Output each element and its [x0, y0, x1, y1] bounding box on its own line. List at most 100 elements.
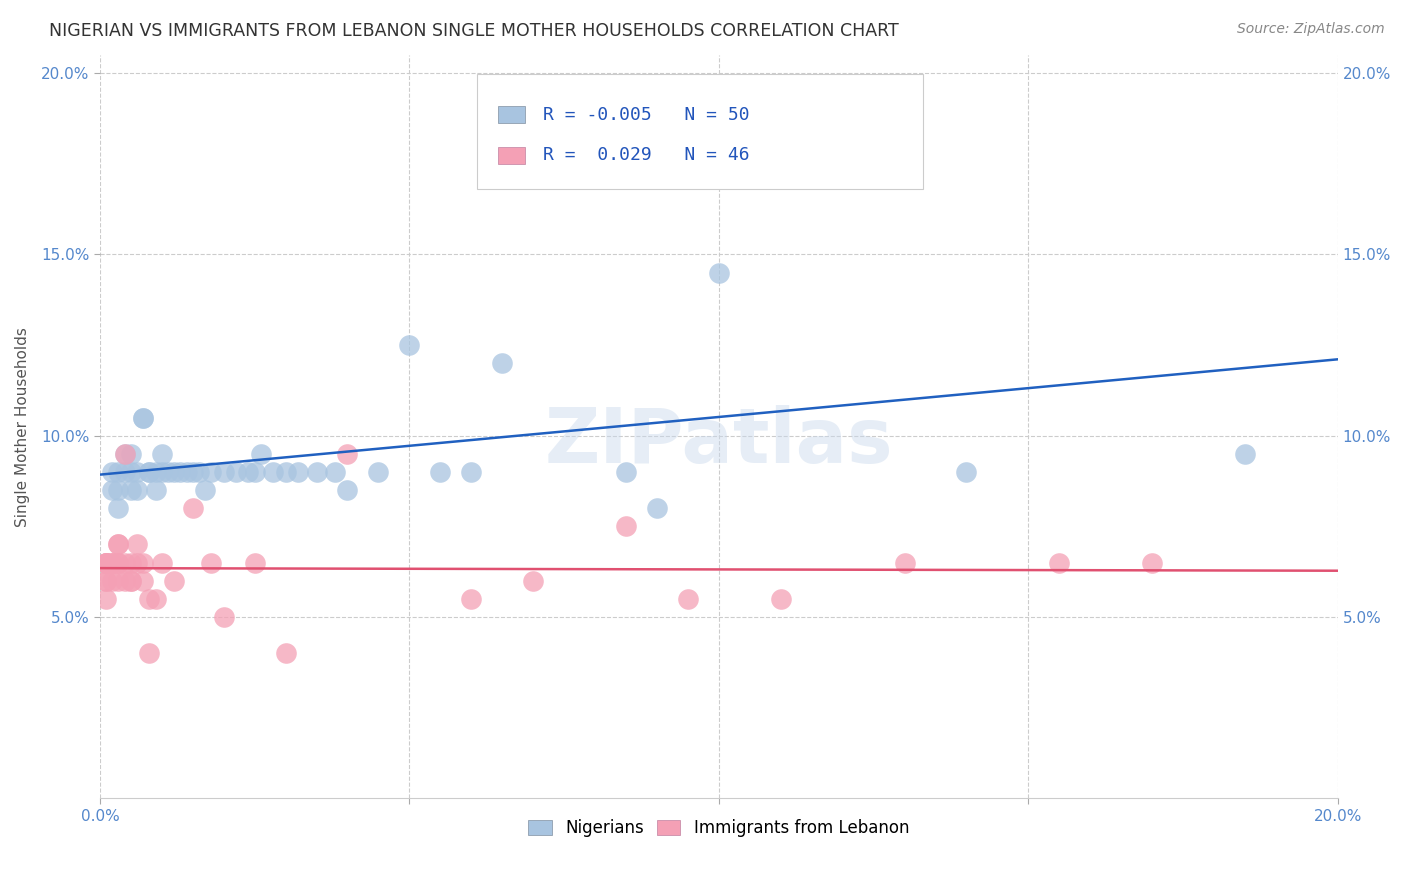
- Point: [101, 465, 124, 479]
- Point: [101, 483, 124, 497]
- Point: [101, 556, 124, 570]
- Point: [676, 591, 699, 606]
- Point: [336, 483, 359, 497]
- Point: [676, 157, 699, 171]
- Point: [125, 483, 148, 497]
- Point: [114, 447, 136, 461]
- Point: [107, 483, 129, 497]
- Point: [101, 556, 124, 570]
- Point: [94, 574, 117, 588]
- Point: [150, 447, 173, 461]
- Point: [101, 574, 124, 588]
- Point: [138, 465, 160, 479]
- Point: [522, 574, 544, 588]
- Point: [274, 646, 297, 660]
- Point: [107, 501, 129, 516]
- Point: [94, 574, 117, 588]
- Point: [150, 556, 173, 570]
- Point: [707, 266, 730, 280]
- Point: [125, 556, 148, 570]
- Point: [94, 591, 117, 606]
- Legend: Nigerians, Immigrants from Lebanon: Nigerians, Immigrants from Lebanon: [520, 811, 918, 846]
- FancyBboxPatch shape: [478, 74, 924, 189]
- Point: [107, 556, 129, 570]
- Point: [212, 610, 235, 624]
- Point: [429, 465, 451, 479]
- FancyBboxPatch shape: [499, 105, 526, 123]
- Point: [132, 556, 155, 570]
- Point: [287, 465, 309, 479]
- Point: [460, 591, 482, 606]
- Point: [94, 556, 117, 570]
- Text: R = -0.005   N = 50: R = -0.005 N = 50: [543, 105, 749, 124]
- Point: [274, 465, 297, 479]
- Point: [94, 556, 117, 570]
- Point: [336, 447, 359, 461]
- Point: [200, 465, 222, 479]
- Point: [107, 537, 129, 551]
- Point: [200, 556, 222, 570]
- Text: R =  0.029   N = 46: R = 0.029 N = 46: [543, 146, 749, 164]
- Text: NIGERIAN VS IMMIGRANTS FROM LEBANON SINGLE MOTHER HOUSEHOLDS CORRELATION CHART: NIGERIAN VS IMMIGRANTS FROM LEBANON SING…: [49, 22, 898, 40]
- Y-axis label: Single Mother Households: Single Mother Households: [15, 326, 30, 526]
- Point: [120, 465, 142, 479]
- Point: [769, 591, 792, 606]
- Point: [145, 483, 167, 497]
- Text: Source: ZipAtlas.com: Source: ZipAtlas.com: [1237, 22, 1385, 37]
- Point: [323, 465, 346, 479]
- Point: [614, 519, 637, 533]
- Point: [138, 646, 160, 660]
- Point: [125, 465, 148, 479]
- Point: [169, 465, 191, 479]
- Point: [132, 410, 155, 425]
- Point: [238, 465, 260, 479]
- Point: [94, 556, 117, 570]
- Point: [132, 410, 155, 425]
- Point: [107, 465, 129, 479]
- Point: [132, 574, 155, 588]
- Point: [114, 465, 136, 479]
- Point: [212, 465, 235, 479]
- Point: [138, 591, 160, 606]
- Point: [94, 556, 117, 570]
- Point: [893, 556, 915, 570]
- Point: [125, 537, 148, 551]
- Point: [94, 556, 117, 570]
- Point: [107, 556, 129, 570]
- Point: [107, 537, 129, 551]
- Point: [262, 465, 284, 479]
- Point: [120, 447, 142, 461]
- Point: [120, 483, 142, 497]
- Point: [101, 556, 124, 570]
- Point: [225, 465, 247, 479]
- Point: [181, 465, 204, 479]
- Point: [150, 465, 173, 479]
- Point: [1140, 556, 1163, 570]
- Point: [163, 465, 186, 479]
- Point: [114, 447, 136, 461]
- Point: [145, 591, 167, 606]
- Point: [243, 465, 266, 479]
- Point: [614, 465, 637, 479]
- Point: [114, 556, 136, 570]
- Point: [114, 574, 136, 588]
- Point: [163, 574, 186, 588]
- Text: ZIPatlas: ZIPatlas: [544, 404, 893, 478]
- Point: [645, 501, 668, 516]
- Point: [120, 574, 142, 588]
- Point: [460, 465, 482, 479]
- Point: [120, 574, 142, 588]
- Point: [1233, 447, 1256, 461]
- Point: [398, 338, 420, 352]
- Point: [955, 465, 977, 479]
- Point: [1047, 556, 1070, 570]
- Point: [176, 465, 198, 479]
- Point: [138, 465, 160, 479]
- Point: [305, 465, 328, 479]
- FancyBboxPatch shape: [499, 146, 526, 164]
- Point: [243, 556, 266, 570]
- Point: [145, 465, 167, 479]
- Point: [367, 465, 389, 479]
- Point: [156, 465, 179, 479]
- Point: [120, 556, 142, 570]
